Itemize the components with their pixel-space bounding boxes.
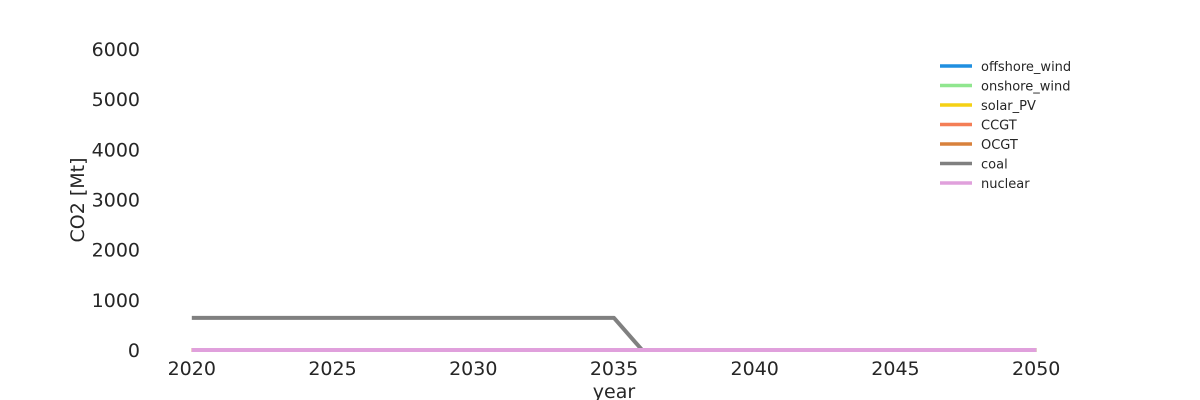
x-tick-label: 2020 (168, 358, 216, 380)
legend: offshore_wind onshore_wind solar_PV CCGT OCG… (940, 60, 1071, 192)
legend-label: OCGT (981, 138, 1018, 153)
x-axis-ticks: 2020 2025 2030 2035 2040 2045 2050 (168, 358, 1061, 380)
series-lines (191, 315, 1037, 352)
x-tick-label: 2050 (1012, 358, 1060, 380)
legend-label: offshore_wind (981, 60, 1071, 75)
y-tick-label: 1000 (92, 290, 140, 312)
x-tick-label: 2035 (590, 358, 638, 380)
legend-label: nuclear (981, 177, 1030, 192)
legend-label: coal (981, 158, 1008, 173)
legend-label: solar_PV (981, 99, 1036, 114)
y-axis-label: CO2 [Mt] (67, 157, 89, 242)
y-tick-label: 3000 (92, 190, 140, 212)
x-tick-label: 2030 (449, 358, 497, 380)
x-tick-label: 2045 (871, 358, 919, 380)
y-tick-label: 5000 (92, 89, 140, 111)
x-tick-label: 2040 (731, 358, 779, 380)
series-line-coal (191, 315, 1037, 352)
legend-label: onshore_wind (981, 80, 1070, 95)
x-tick-label: 2025 (308, 358, 356, 380)
x-axis-label: year (593, 381, 636, 400)
legend-label: CCGT (981, 119, 1017, 134)
y-axis-ticks: 0 1000 2000 3000 4000 5000 6000 (92, 39, 140, 362)
y-tick-label: 4000 (92, 139, 140, 161)
y-tick-label: 0 (128, 340, 140, 362)
y-tick-label: 2000 (92, 240, 140, 262)
y-tick-label: 6000 (92, 39, 140, 61)
